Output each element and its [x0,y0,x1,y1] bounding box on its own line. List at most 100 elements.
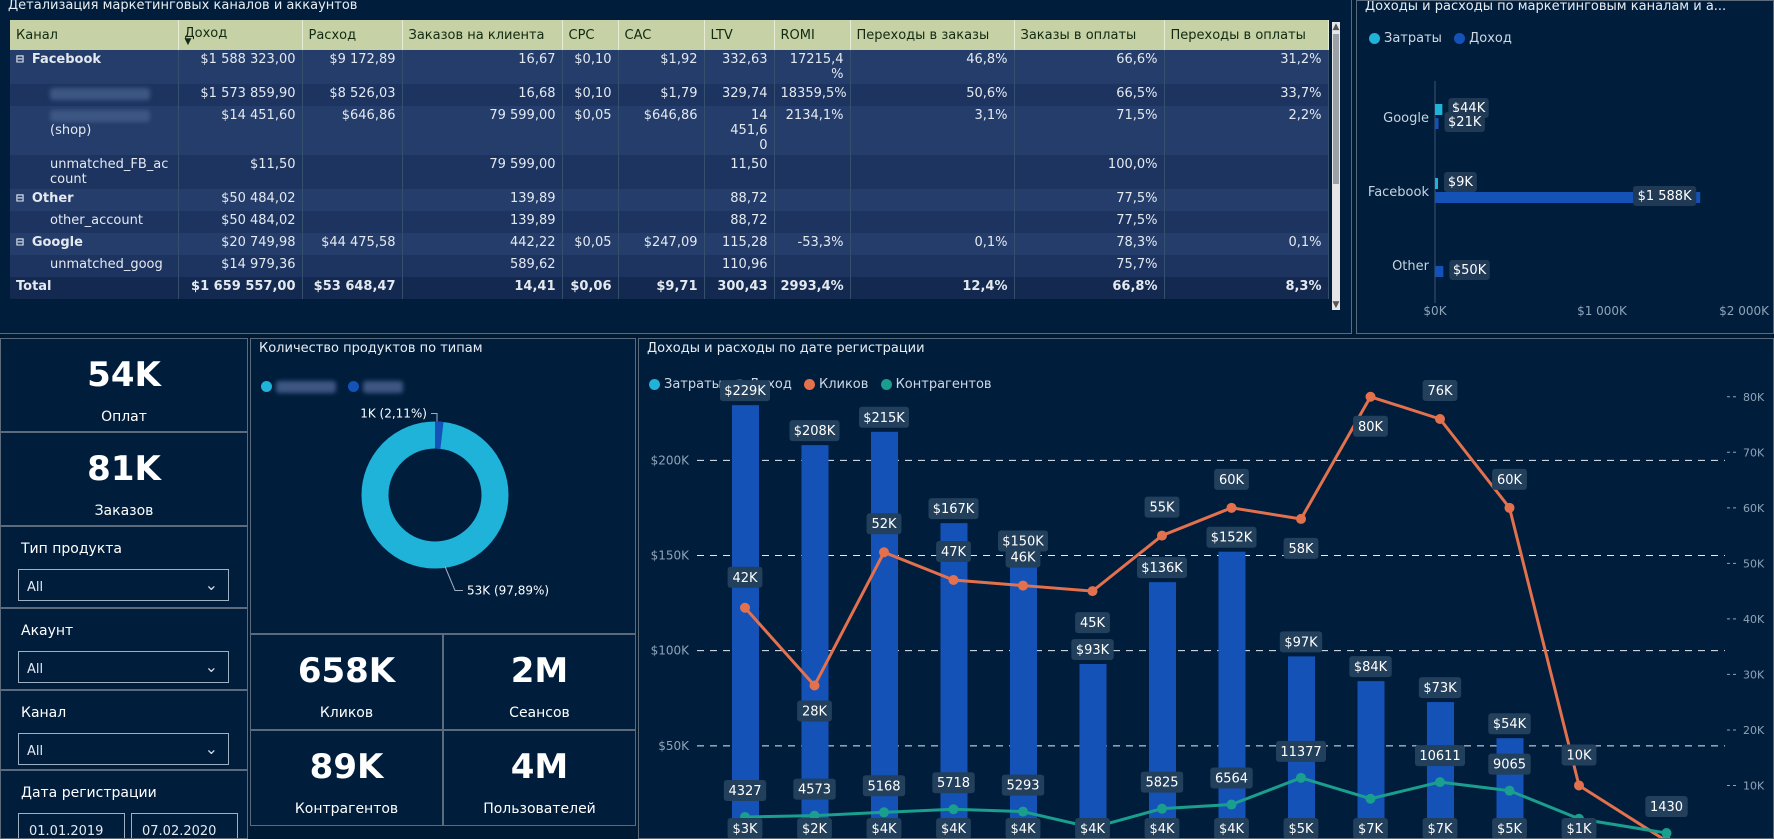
clicks-point[interactable] [1087,586,1098,597]
redacted-account-name [50,109,150,122]
x-tick-label: $2 000K [1719,304,1770,318]
data-label-bg [1140,771,1184,793]
clicks-point[interactable] [809,680,820,691]
legend-cost-label[interactable]: Затраты [1384,31,1442,46]
table-cell: 329,74 [704,84,775,106]
clicks-point[interactable] [1435,413,1445,424]
total-row[interactable]: Total $1 659 557,00 $53 648,47 14,41 $0,06 $9… [10,277,1329,299]
contractors-point[interactable] [879,807,889,818]
column-header[interactable]: CAC [618,20,705,50]
column-header[interactable]: Расход [302,20,403,50]
clicks-point[interactable] [1365,391,1376,402]
table-row[interactable]: (shop) $14 451,60 $646,86 79 599,00 $0,05 $64… [10,106,1329,155]
scroll-down-icon[interactable]: ▼ [1332,300,1340,310]
contractors-point[interactable] [1157,803,1167,814]
clicks-point[interactable] [1574,780,1584,791]
legend-income-label[interactable]: Доход [1469,31,1512,46]
clicks-point[interactable] [1296,513,1306,524]
collapse-icon[interactable]: ⊟ [16,191,24,206]
contractors-point[interactable] [1296,772,1306,783]
legend-cost-dot [649,379,660,390]
contractors-point[interactable] [1018,806,1028,817]
clicks-point[interactable] [1018,580,1028,591]
bar[interactable] [1435,266,1444,277]
contractors-point[interactable] [1226,799,1237,810]
income-bar[interactable] [732,405,759,839]
data-label-bg [1561,744,1597,766]
contractors-point[interactable] [1365,793,1376,804]
income-bar[interactable] [1357,681,1385,839]
clicks-point[interactable] [1226,502,1237,513]
bar[interactable] [1435,118,1439,129]
table-scrollbar[interactable]: ▲ ▼ [1332,22,1340,310]
column-header[interactable]: Переходы в заказы [850,20,1015,50]
legend-clicks-label[interactable]: Кликов [818,377,869,392]
data-label-bg [862,775,906,797]
table-row[interactable]: unmatched_goog $14 979,36 589,62 110,96 75,7… [10,255,1329,277]
income-bar[interactable] [801,445,829,839]
product-type-dropdown[interactable]: All ⌄ [18,569,229,601]
donut-title: Количество продуктов по типам [259,341,483,356]
donut-slice-major[interactable] [361,421,509,569]
clicks-point[interactable] [1504,502,1515,513]
contractors-point[interactable] [948,804,959,815]
data-label: $84K [1354,660,1388,675]
column-header[interactable]: Заказов на клиента [402,20,563,50]
table-row[interactable]: ⊟ Other $50 484,02 139,89 88,72 77,5% [10,189,1329,211]
table-row[interactable]: other_account $50 484,02 139,89 88,72 77,5% [10,211,1329,233]
bar[interactable] [1435,178,1438,189]
column-header[interactable]: ROMI [774,20,851,50]
clicks-point[interactable] [948,575,959,586]
data-label-bg [789,420,840,442]
donut-slice-minor[interactable] [361,421,509,569]
table-row[interactable]: unmatched_FB_ac count $11,50 79 599,00 11,50… [10,155,1329,189]
table-cell: $646,86 [618,106,705,155]
clicks-point[interactable] [740,602,750,613]
income-bar[interactable] [1149,582,1176,839]
kpi-sessions-value: 2M [510,651,569,691]
income-bar[interactable] [871,431,898,839]
income-bar[interactable] [1427,702,1454,839]
y2-tick-label: 40K [1743,613,1765,626]
table-row[interactable]: $1 573 859,90 $8 526,03 16,68 $0,10 $1,79 329… [10,84,1329,106]
table-cell: 50,6% [850,84,1015,106]
clicks-point[interactable] [879,547,889,558]
contractors-line[interactable] [744,776,1667,835]
column-header[interactable]: Переходы в оплаты [1164,20,1329,50]
data-label-bg [859,406,909,428]
data-label-bg [866,513,902,535]
column-header[interactable]: Заказы в оплаты [1014,20,1165,50]
column-header[interactable]: Канал [10,20,179,50]
legend-cost-label[interactable]: Затраты [664,377,722,392]
contractors-point[interactable] [1435,777,1445,788]
table-row[interactable]: ⊟ Google $20 749,98 $44 475,58 442,22 $0,05 $2… [10,233,1329,255]
scrollbar-thumb[interactable] [1333,34,1339,184]
contractors-point[interactable] [1661,828,1672,838]
account-dropdown[interactable]: All ⌄ [18,651,229,683]
collapse-icon[interactable]: ⊟ [16,52,24,67]
clicks-point[interactable] [1157,530,1167,541]
y2-tick-label: 50K [1743,557,1765,570]
channel-dropdown[interactable]: All ⌄ [18,733,229,765]
scroll-up-icon[interactable]: ▲ [1332,22,1340,32]
income-bar[interactable] [1218,551,1246,839]
column-header[interactable]: LTV [704,20,775,50]
income-bar[interactable] [1010,555,1037,839]
table-cell: 115,28 [704,233,775,255]
clicks-line[interactable] [743,394,1667,839]
date-from-input[interactable]: 01.01.2019 [18,813,125,838]
income-bar[interactable] [1079,664,1107,839]
legend-contractors-label[interactable]: Контрагентов [895,377,992,392]
bar[interactable] [1435,192,1701,203]
data-label-bg [1137,557,1187,579]
column-header[interactable]: CPC [562,20,619,50]
bar[interactable] [1435,104,1443,115]
table-row[interactable]: ⊟ Facebook $1 588 323,00 $9 172,89 16,67 $0,1… [10,50,1329,84]
data-label: $9K [1448,175,1474,190]
collapse-icon[interactable]: ⊟ [16,235,24,250]
column-header[interactable]: Доход ▼ [178,20,303,50]
date-to-input[interactable]: 07.02.2020 [131,813,238,838]
contractors-point[interactable] [1504,785,1515,796]
data-label: $4K [871,822,897,837]
table-scroll-area[interactable]: Канал Доход ▼ Расход Заказов на клиента CPC CA… [10,20,1340,328]
